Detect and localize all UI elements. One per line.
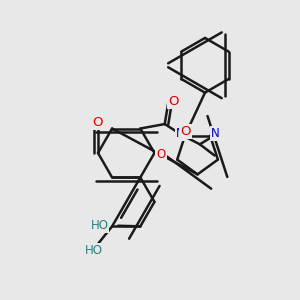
- Text: O: O: [156, 148, 166, 161]
- Text: HO: HO: [91, 219, 109, 232]
- Text: O: O: [180, 125, 191, 138]
- Text: O: O: [93, 116, 103, 129]
- Text: N: N: [211, 128, 219, 140]
- Text: N: N: [176, 128, 184, 140]
- Text: HO: HO: [85, 244, 103, 256]
- Text: O: O: [168, 95, 178, 108]
